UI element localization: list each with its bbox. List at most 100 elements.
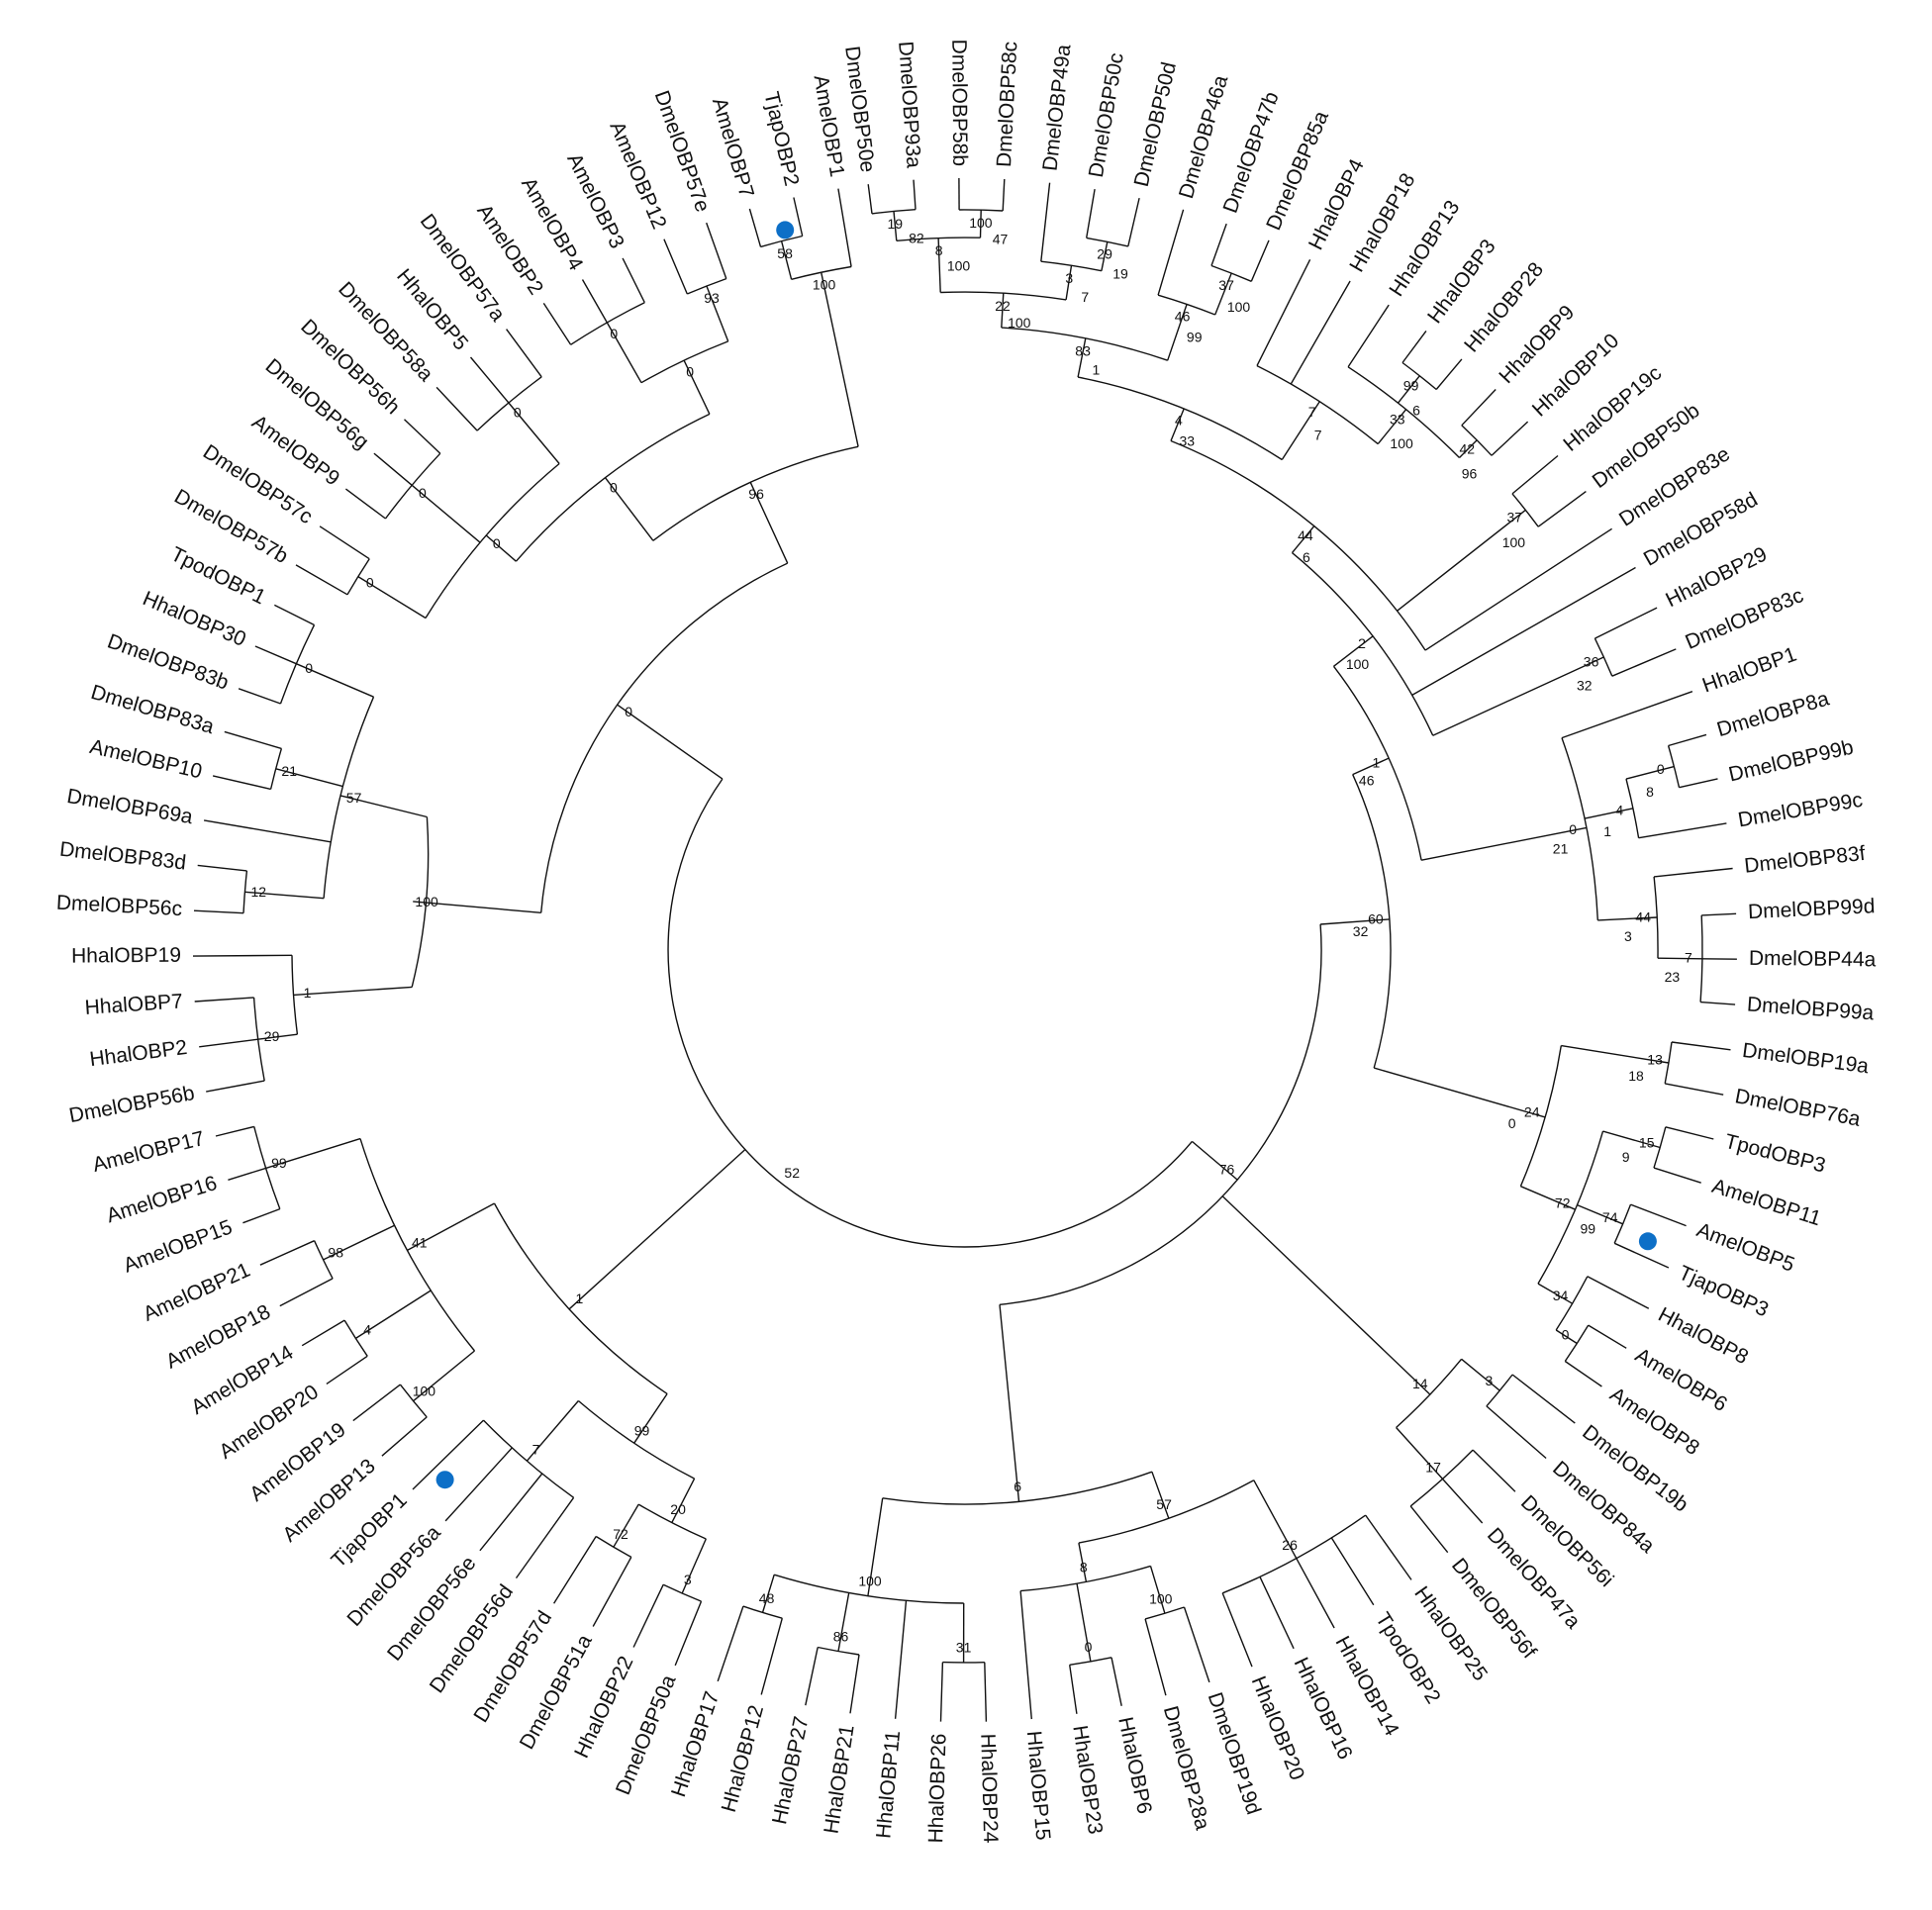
branch-line [1665,1083,1724,1096]
branch-arc [1292,552,1434,736]
bootstrap-value: 60 [1368,911,1384,927]
branch-line [1078,1542,1088,1582]
branch-line [1638,822,1727,839]
bootstrap-value: 3 [1486,1373,1494,1388]
bootstrap-value: 57 [1156,1496,1172,1512]
branch-line [295,564,348,596]
branch-line [1377,409,1407,445]
branch-line [780,240,793,280]
branch-arc [323,696,375,899]
branch-line [254,645,297,665]
bootstrap-value: 46 [1359,773,1375,789]
branch-arc [1519,1045,1562,1187]
bootstrap-value: 57 [346,790,362,806]
bootstrap-value: 8 [1646,784,1654,800]
branch-line [1654,867,1733,878]
branch-line [355,1289,432,1339]
bootstrap-value: 42 [1460,440,1476,456]
branch-line [1077,337,1087,378]
branch-arc [1653,1126,1667,1169]
bootstrap-value: 0 [419,485,427,501]
branch-line [1365,1514,1412,1580]
branch-line [215,1125,254,1137]
branch-line [1577,1203,1623,1225]
bootstrap-value: 17 [1425,1460,1441,1476]
branch-line [293,986,413,997]
bootstrap-value: 3 [684,1572,692,1587]
leaf-label: DmelOBP50c [1085,51,1128,179]
branch-line [837,188,852,267]
branch-line [1561,1044,1670,1064]
branch-line [1424,527,1612,651]
bootstrap-value: 0 [610,480,618,496]
bootstrap-value: 0 [610,326,618,341]
branch-arc [359,1138,476,1352]
bootstrap-value: 1 [1603,823,1611,839]
branch-line [404,419,441,454]
leaf-label: HhalOBP20 [1247,1673,1309,1784]
branch-arc [742,1605,783,1619]
leaf-label: DmelOBP83a [88,681,217,738]
branch-line [444,1447,513,1522]
leaf-label: HhalOBP19 [71,944,181,968]
branch-line [1472,1449,1516,1492]
leaf-label: HhalOBP23 [1068,1724,1107,1836]
branch-line [805,1647,819,1706]
leaf-label: DmelOBP8a [1714,687,1832,741]
leaf-label: DmelOBP99c [1736,789,1864,832]
leaf-label: DmelOBP69a [65,785,195,828]
branch-arc [1667,745,1681,788]
branch-arc [1001,327,1168,361]
bootstrap-value: 0 [514,405,522,421]
branch-arc [577,1399,695,1480]
branch-line [999,1304,1020,1502]
branch-line [357,576,427,620]
branch-line [206,1080,265,1093]
highlight-dot-marker [776,221,795,239]
branch-line [319,525,370,560]
branch-line [1397,375,1420,404]
bootstrap-value: 7 [1081,289,1089,305]
branch-line [1564,1360,1602,1387]
branch-arc [1069,1657,1112,1666]
branch-line [203,819,332,843]
bootstrap-value: 76 [1219,1162,1235,1178]
branch-line [1040,182,1051,262]
branch-arc [1332,665,1422,861]
branch-line [1019,1590,1032,1720]
branch-arc [1347,366,1460,458]
bootstrap-value: 0 [1508,1115,1516,1131]
leaf-label: DmelOBP28a [1159,1703,1214,1832]
branch-line [748,208,762,247]
branch-arc [940,291,1067,301]
branch-line [1584,808,1634,819]
bootstrap-value: 7 [532,1441,540,1457]
leaf-label: HhalOBP2 [88,1036,188,1071]
bootstrap-value: 100 [413,1384,436,1399]
branch-line [1352,757,1390,776]
branch-arc [1561,737,1598,920]
bootstrap-value: 100 [1149,1591,1173,1607]
leaf-label: HhalOBP4 [1304,155,1369,253]
branch-line [1588,1324,1627,1349]
leaf-label: AmelOBP5 [1693,1218,1797,1277]
leaf-label: DmelOBP83b [104,629,232,694]
leaf-label: HhalOBP27 [768,1714,813,1826]
branch-line [1330,1537,1375,1606]
branch-line [937,238,941,293]
branch-arc [279,624,316,705]
branch-arc [652,445,859,541]
leaf-label: TpodOBP3 [1722,1130,1827,1178]
branch-line [1668,733,1707,747]
branch-line [1491,421,1529,456]
bootstrap-value: 8 [935,242,943,258]
bootstrap-value: 44 [1635,908,1651,924]
branch-line [1069,1665,1078,1714]
branch-line [1396,1427,1444,1480]
branch-line [411,484,481,543]
bootstrap-value: 20 [670,1501,686,1517]
branch-line [526,1400,579,1462]
bootstrap-value: 23 [1665,969,1681,985]
branch-line [1127,197,1140,247]
